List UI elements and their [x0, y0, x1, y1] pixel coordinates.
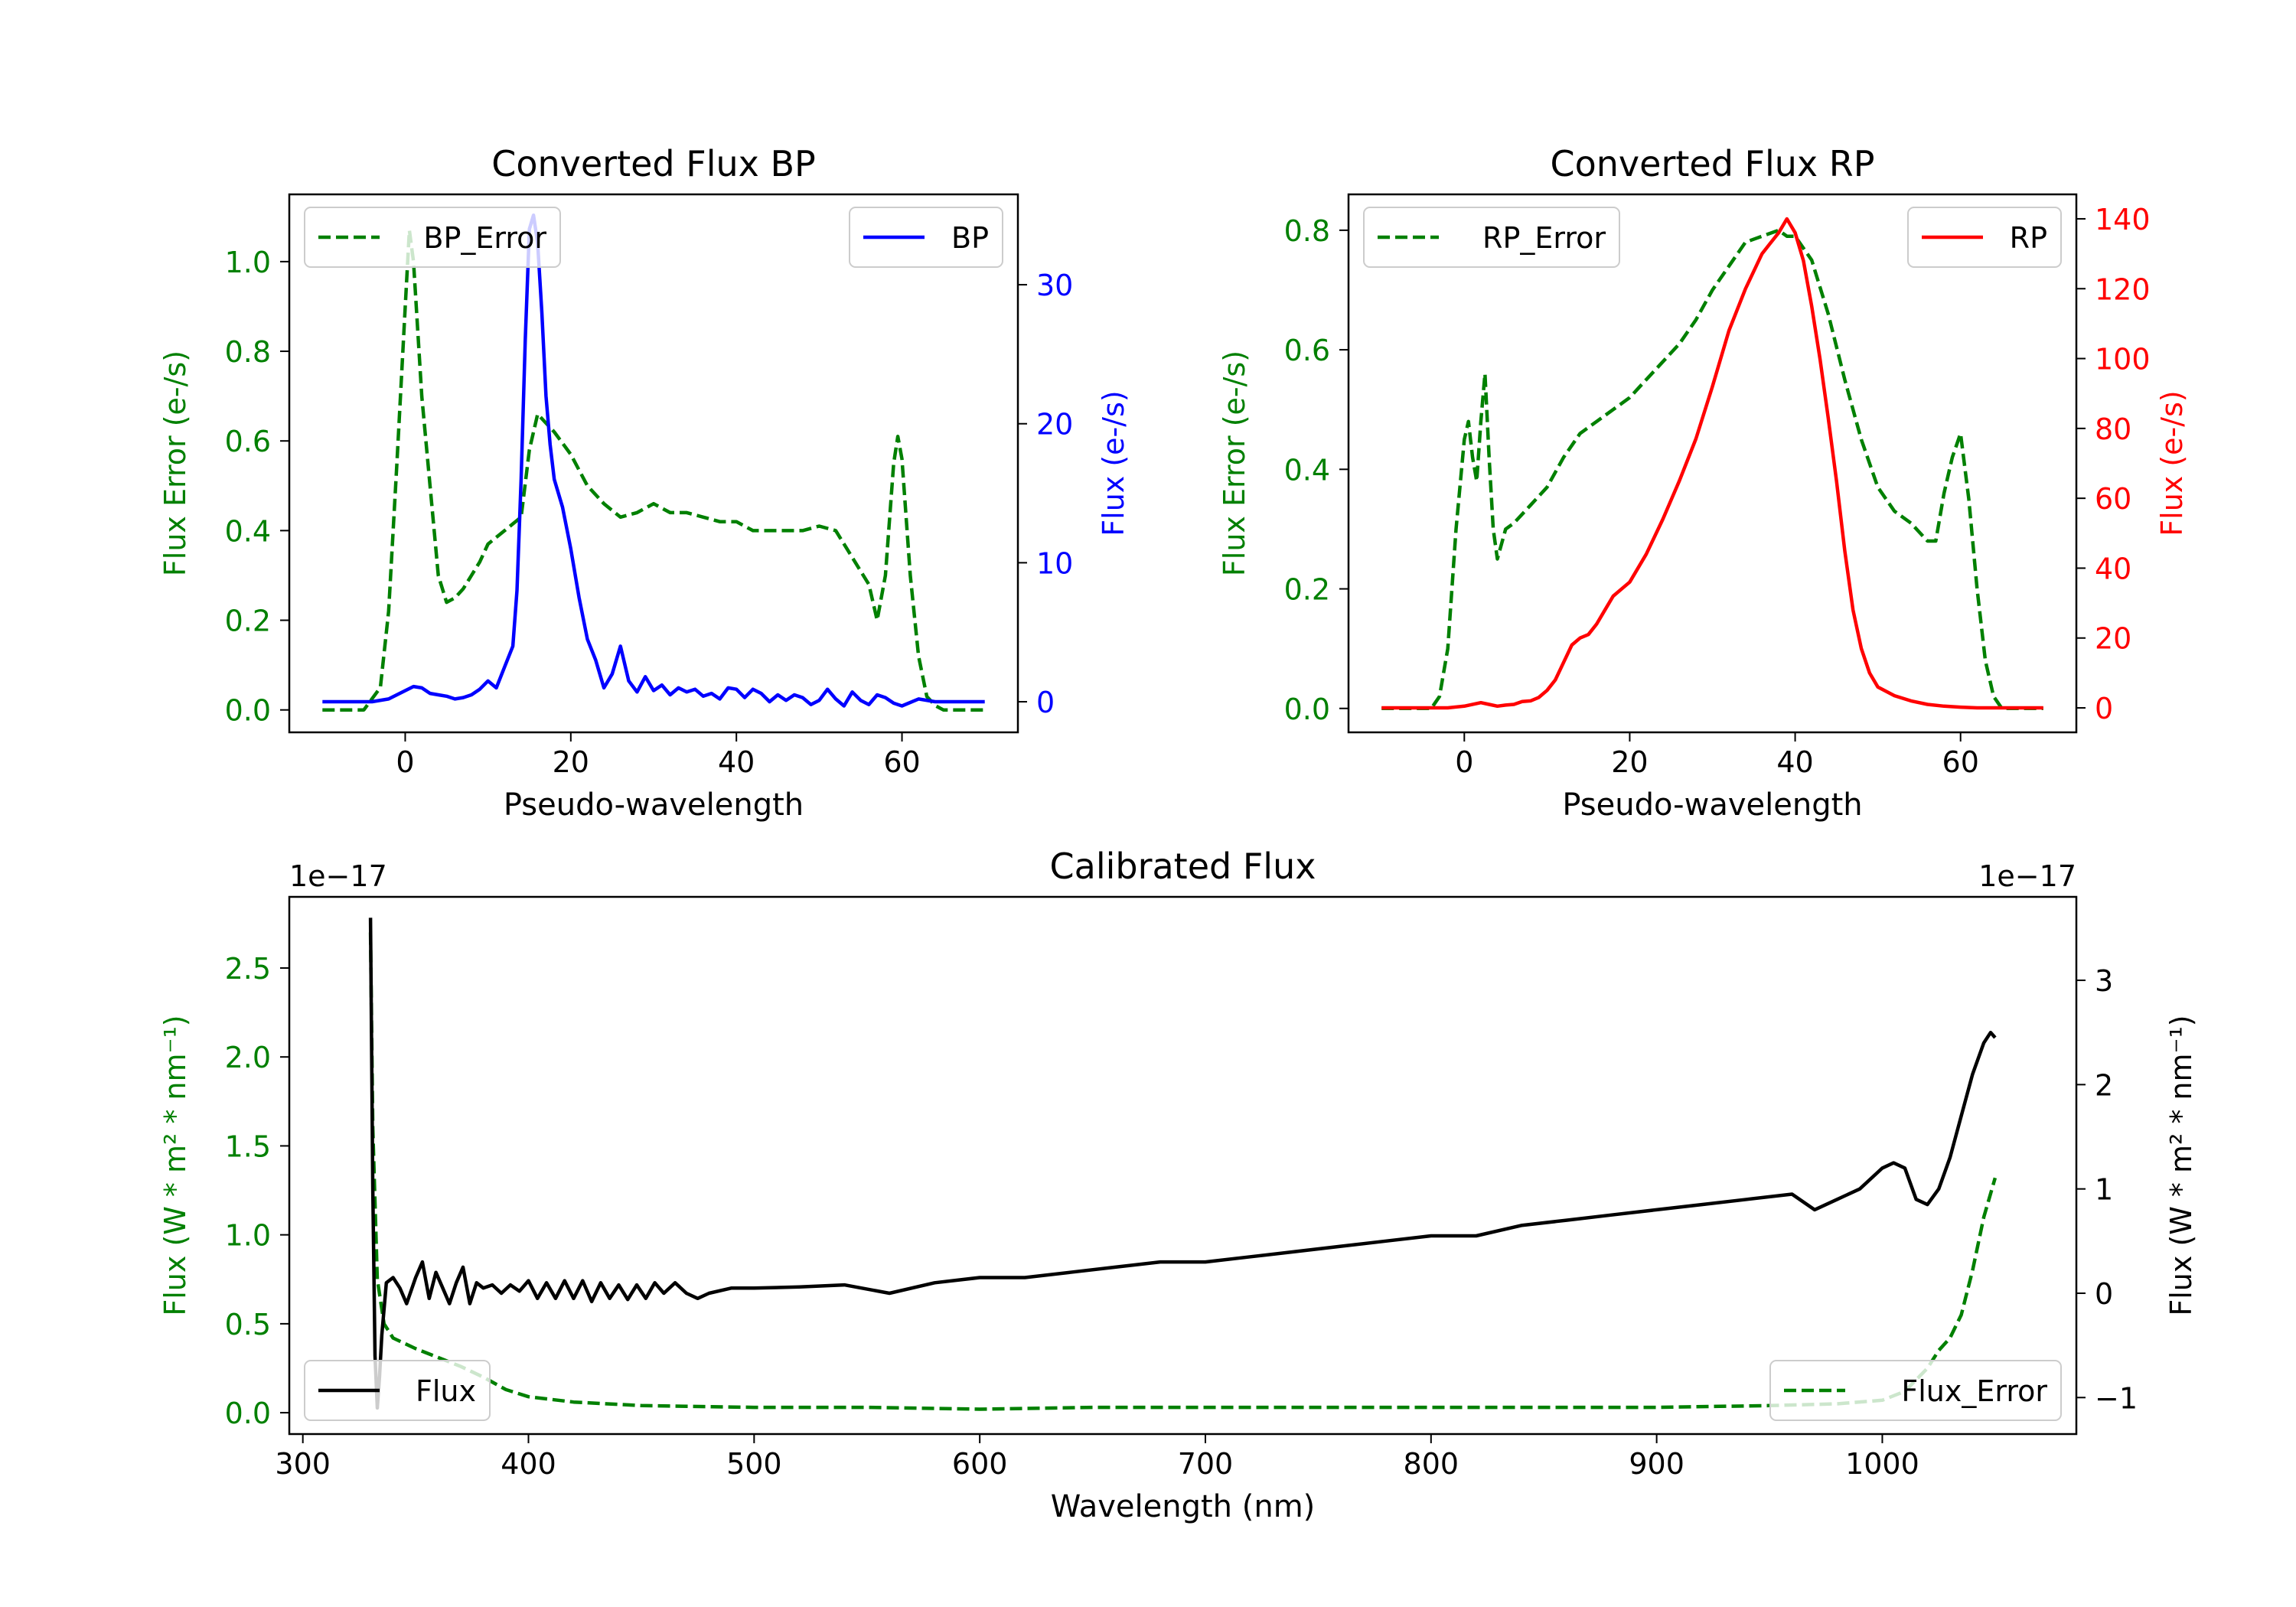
x-axis-label: Wavelength (nm)	[1051, 1489, 1316, 1524]
y-left-tick-label: 0.6	[225, 425, 271, 458]
y-right-tick-label: 40	[2095, 552, 2131, 585]
legend-label: BP_Error	[423, 221, 546, 255]
y-left-tick-label: 2.0	[225, 1041, 271, 1074]
y-left-tick-label: 0.6	[1284, 334, 1330, 367]
x-tick-label: 0	[1455, 745, 1473, 779]
legend-label: RP	[2010, 221, 2047, 255]
y-left-tick-label: 0.2	[1284, 573, 1330, 607]
x-tick-label: 400	[501, 1447, 556, 1481]
x-tick-label: 800	[1404, 1447, 1459, 1481]
y-right-tick-label: 10	[1036, 546, 1073, 580]
y-right-tick-label: 140	[2095, 203, 2151, 236]
legend-box	[1769, 1360, 2062, 1421]
y-right-axis-label: Flux (e-/s)	[2155, 390, 2189, 536]
series-line-rp	[1381, 217, 2043, 710]
y-right-tick-label: 1	[2095, 1173, 2113, 1207]
chart-panel-1: Converted Flux RP 0 20 40 60 Pseudo-wavelengt…	[1218, 143, 2189, 823]
x-tick-label: 500	[726, 1447, 782, 1481]
x-tick-label: 900	[1629, 1447, 1684, 1481]
legend-bp-error: BP_Error	[304, 207, 561, 268]
y-right-tick-label: 20	[2095, 622, 2131, 656]
x-tick-label: 0	[396, 745, 414, 779]
legend-box	[849, 207, 1003, 268]
series-line-rp-error	[1381, 228, 2043, 711]
legend-box	[1363, 207, 1620, 268]
y-right-tick-label: 30	[1036, 269, 1073, 302]
x-tick-label: 60	[1942, 745, 1979, 779]
x-tick-label: 300	[275, 1447, 331, 1481]
chart-panel-0: Converted Flux BP 0 20 40 60 Pseudo-wavelengt…	[158, 143, 1130, 823]
y-left-tick-label: 0.8	[225, 335, 271, 369]
chart-title: Calibrated Flux	[1050, 846, 1316, 887]
chart-panel-2: Calibrated Flux 300 400 500 600 700 800 900 1000…	[158, 846, 2198, 1524]
legend-rp-error: RP_Error	[1363, 207, 1620, 268]
legend-label: BP	[951, 221, 989, 255]
series-line-flux	[368, 918, 1997, 1410]
legend-flux-error: Flux_Error	[1769, 1360, 2062, 1421]
y-left-tick-label: 0.4	[225, 514, 271, 548]
y-left-tick-label: 0.5	[225, 1308, 271, 1341]
legend-box	[304, 207, 561, 268]
y-right-tick-label: 0	[2095, 692, 2113, 725]
y-right-tick-label: 2	[2095, 1068, 2113, 1102]
y-left-tick-label: 0.0	[225, 1397, 271, 1430]
chart-title: Converted Flux BP	[491, 143, 816, 184]
y-left-tick-label: 0.0	[225, 694, 271, 728]
x-tick-label: 40	[718, 745, 755, 779]
x-tick-label: 1000	[1845, 1447, 1919, 1481]
series-line-bp	[322, 213, 985, 708]
chart-title: Converted Flux RP	[1551, 143, 1875, 184]
y-right-axis-label: Flux (W * m² * nm⁻¹)	[2164, 1015, 2198, 1315]
legend-rp: RP	[1907, 207, 2062, 268]
y-left-tick-label: 2.5	[225, 952, 271, 986]
y-right-tick-label: 3	[2095, 964, 2113, 998]
x-axis-label: Pseudo-wavelength	[1562, 787, 1862, 823]
legend-label: Flux_Error	[1901, 1374, 2047, 1408]
y-right-tick-label: 0	[2095, 1277, 2113, 1311]
x-tick-label: 20	[553, 745, 589, 779]
y-left-axis-label: Flux Error (e-/s)	[158, 350, 192, 576]
y-left-tick-label: 1.5	[225, 1129, 271, 1163]
legend-bp: BP	[849, 207, 1003, 268]
x-tick-label: 40	[1776, 745, 1813, 779]
y-left-tick-label: 0.8	[1284, 214, 1330, 248]
x-tick-label: 700	[1178, 1447, 1234, 1481]
y-left-axis-label: Flux (W * m² * nm⁻¹)	[158, 1015, 192, 1315]
y-right-offset-text: 1e−17	[1978, 859, 2076, 893]
y-right-tick-label: 100	[2095, 343, 2151, 376]
y-right-tick-label: 20	[1036, 408, 1073, 442]
y-right-tick-label: 0	[1036, 686, 1055, 719]
legend-label: RP_Error	[1482, 221, 1606, 255]
series-line-flux-error	[368, 932, 1998, 1411]
y-right-tick-label: 60	[2095, 482, 2131, 516]
y-left-axis-label: Flux Error (e-/s)	[1218, 350, 1251, 576]
y-left-tick-label: 0.2	[225, 605, 271, 638]
x-tick-label: 600	[952, 1447, 1008, 1481]
y-right-axis-label: Flux (e-/s)	[1097, 390, 1130, 536]
y-right-tick-label: 80	[2095, 412, 2131, 446]
x-tick-label: 20	[1611, 745, 1648, 779]
legend-box	[304, 1360, 491, 1421]
y-right-tick-label: −1	[2095, 1381, 2138, 1415]
y-left-tick-label: 1.0	[225, 246, 271, 279]
x-axis-label: Pseudo-wavelength	[504, 787, 804, 823]
plot-frame	[288, 895, 2078, 1436]
y-left-tick-label: 0.0	[1284, 693, 1330, 726]
plot-frame	[288, 193, 1019, 734]
x-tick-label: 60	[883, 745, 920, 779]
y-left-tick-label: 0.4	[1284, 453, 1330, 487]
series-line-bp-error	[322, 228, 985, 712]
y-left-tick-label: 1.0	[225, 1219, 271, 1253]
legend-label: Flux	[416, 1374, 476, 1408]
legend-flux: Flux	[304, 1360, 491, 1421]
plot-frame	[1347, 193, 2078, 734]
y-right-tick-label: 120	[2095, 272, 2151, 306]
y-left-offset-text: 1e−17	[289, 859, 387, 893]
legend-box	[1907, 207, 2062, 268]
